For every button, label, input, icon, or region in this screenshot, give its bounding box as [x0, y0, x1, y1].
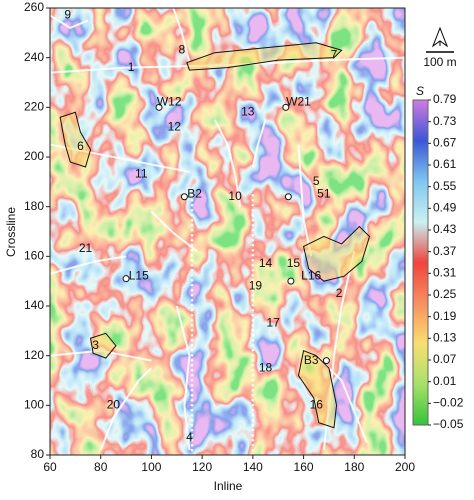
annotation: 14 — [259, 256, 273, 270]
y-tick-label: 200 — [24, 149, 44, 163]
reservoir-outline — [297, 350, 338, 429]
fault — [172, 8, 191, 63]
fault — [50, 14, 89, 29]
well-marker — [122, 275, 130, 283]
annotation: 17 — [266, 316, 280, 330]
colorbar-tick-label: 0.25 — [433, 287, 457, 301]
y-tick-label: 140 — [24, 298, 44, 312]
annotation: 1 — [128, 60, 135, 74]
annotation: 9 — [64, 8, 71, 22]
y-tick-label: 220 — [24, 100, 44, 114]
north-arrow — [426, 26, 454, 53]
colorbar-tick-label: 0.31 — [433, 266, 457, 280]
annotation: 7 — [331, 47, 338, 61]
y-tick-label: 260 — [24, 0, 44, 14]
x-tick-label: 140 — [243, 460, 263, 474]
y-tick-label: 100 — [24, 398, 44, 412]
fault — [50, 255, 127, 275]
map-overlay — [50, 8, 405, 455]
well-marker — [155, 103, 163, 111]
annotation: B2 — [187, 186, 202, 200]
reservoir-outline — [186, 42, 343, 71]
annotation: 15 — [287, 256, 301, 270]
colorbar-label: S — [416, 84, 424, 98]
reservoir-outline — [59, 111, 92, 168]
annotation: 51 — [317, 186, 331, 200]
reservoir-outline — [302, 225, 371, 282]
annotation: 18 — [259, 360, 273, 374]
plot-frame — [49, 7, 406, 456]
x-tick-label: 60 — [43, 460, 57, 474]
reservoir-outline — [90, 332, 117, 359]
well-marker — [180, 193, 188, 201]
annotation: 13 — [241, 104, 255, 118]
colorbar-tick-label: 0.79 — [433, 92, 457, 106]
annotation: 20 — [107, 398, 121, 412]
y-tick-label: 160 — [24, 249, 44, 263]
fault — [297, 144, 313, 257]
well-marker — [282, 103, 290, 111]
y-tick-label: 240 — [24, 50, 44, 64]
colorbar-tick-label: −0.05 — [433, 417, 464, 431]
annotation: 2 — [336, 286, 343, 300]
colorbar-tick-label: 0.01 — [433, 374, 457, 388]
colorbar-tick-label: 0.07 — [433, 352, 457, 366]
y-axis-label: Crossline — [4, 207, 18, 257]
fault — [150, 210, 198, 253]
y-tick-label: 80 — [31, 447, 45, 461]
annotation: 3 — [92, 338, 99, 352]
annotation: 12 — [168, 119, 182, 133]
colorbar — [412, 99, 429, 426]
fault — [99, 367, 153, 451]
colorbar-tick-label: −0.02 — [433, 396, 464, 410]
annotation: 19 — [249, 278, 263, 292]
colorbar-tick-label: 0.13 — [433, 331, 457, 345]
colorbar-tick-label: 0.55 — [433, 179, 457, 193]
scale-label: 100 m — [423, 55, 456, 69]
y-tick-label: 180 — [24, 199, 44, 213]
x-tick-label: 200 — [395, 460, 415, 474]
fault — [213, 119, 242, 207]
colorbar-tick-label: 0.49 — [433, 201, 457, 215]
fault — [175, 305, 191, 451]
well-marker — [284, 193, 292, 201]
annotation: 5 — [313, 174, 320, 188]
map-area — [50, 8, 405, 455]
annotation: L15 — [129, 268, 149, 282]
x-tick-label: 180 — [344, 460, 364, 474]
x-axis-label: Inline — [214, 479, 243, 493]
annotation: L16 — [301, 268, 321, 282]
fault — [251, 119, 267, 168]
colorbar-tick-label: 0.19 — [433, 309, 457, 323]
x-tick-label: 160 — [294, 460, 314, 474]
x-tick-label: 120 — [192, 460, 212, 474]
annotation: W21 — [286, 95, 311, 109]
annotation: 10 — [228, 189, 242, 203]
annotation: B3 — [304, 353, 319, 367]
x-tick-label: 100 — [141, 460, 161, 474]
colorbar-tick-label: 0.73 — [433, 114, 457, 128]
annotation: 6 — [77, 139, 84, 153]
annotation: 8 — [179, 42, 186, 56]
x-tick-label: 80 — [94, 460, 108, 474]
annotation: W12 — [157, 95, 182, 109]
well-marker — [287, 277, 295, 285]
well-marker — [322, 357, 330, 365]
annotation: 4 — [186, 430, 193, 444]
attribute-raster — [50, 8, 405, 455]
annotation: 21 — [79, 241, 93, 255]
annotation: 11 — [135, 167, 148, 181]
colorbar-tick-label: 0.61 — [433, 157, 457, 171]
annotation: 16 — [310, 398, 324, 412]
colorbar-tick-label: 0.67 — [433, 136, 457, 150]
colorbar-tick-label: 0.43 — [433, 222, 457, 236]
y-tick-label: 120 — [24, 348, 44, 362]
colorbar-tick-label: 0.37 — [433, 244, 457, 258]
